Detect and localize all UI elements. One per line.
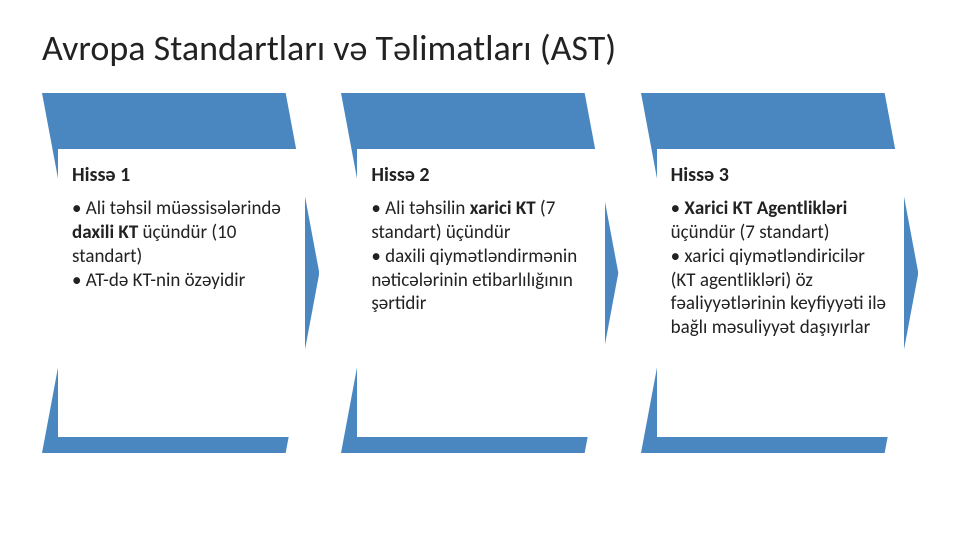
card-inner: Hissə 2 • Ali təhsilin xarici KT (7 stand… [357, 149, 604, 437]
page-title: Avropa Standartları və Təlimatları (AST) [42, 28, 918, 69]
chevron-card-1: Hissə 1 • Ali təhsil müəssisələrində daxi… [42, 93, 319, 453]
card-inner: Hissə 3 • Xarici KT Agentlikləri üçündür … [657, 149, 904, 437]
card-heading: Hissə 2 [371, 163, 590, 187]
chevron-card-3: Hissə 3 • Xarici KT Agentlikləri üçündür … [641, 93, 918, 453]
cards-row: Hissə 1 • Ali təhsil müəssisələrində daxi… [42, 93, 918, 453]
card-body: • Ali təhsilin xarici KT (7 standart) üç… [371, 197, 590, 316]
slide: Avropa Standartları və Təlimatları (AST)… [0, 0, 960, 540]
card-heading: Hissə 1 [72, 163, 291, 187]
card-body: • Xarici KT Agentlikləri üçündür (7 stan… [671, 197, 890, 340]
card-body: • Ali təhsil müəssisələrində daxili KT ü… [72, 197, 291, 292]
card-heading: Hissə 3 [671, 163, 890, 187]
card-inner: Hissə 1 • Ali təhsil müəssisələrində daxi… [58, 149, 305, 437]
chevron-card-2: Hissə 2 • Ali təhsilin xarici KT (7 stand… [341, 93, 618, 453]
